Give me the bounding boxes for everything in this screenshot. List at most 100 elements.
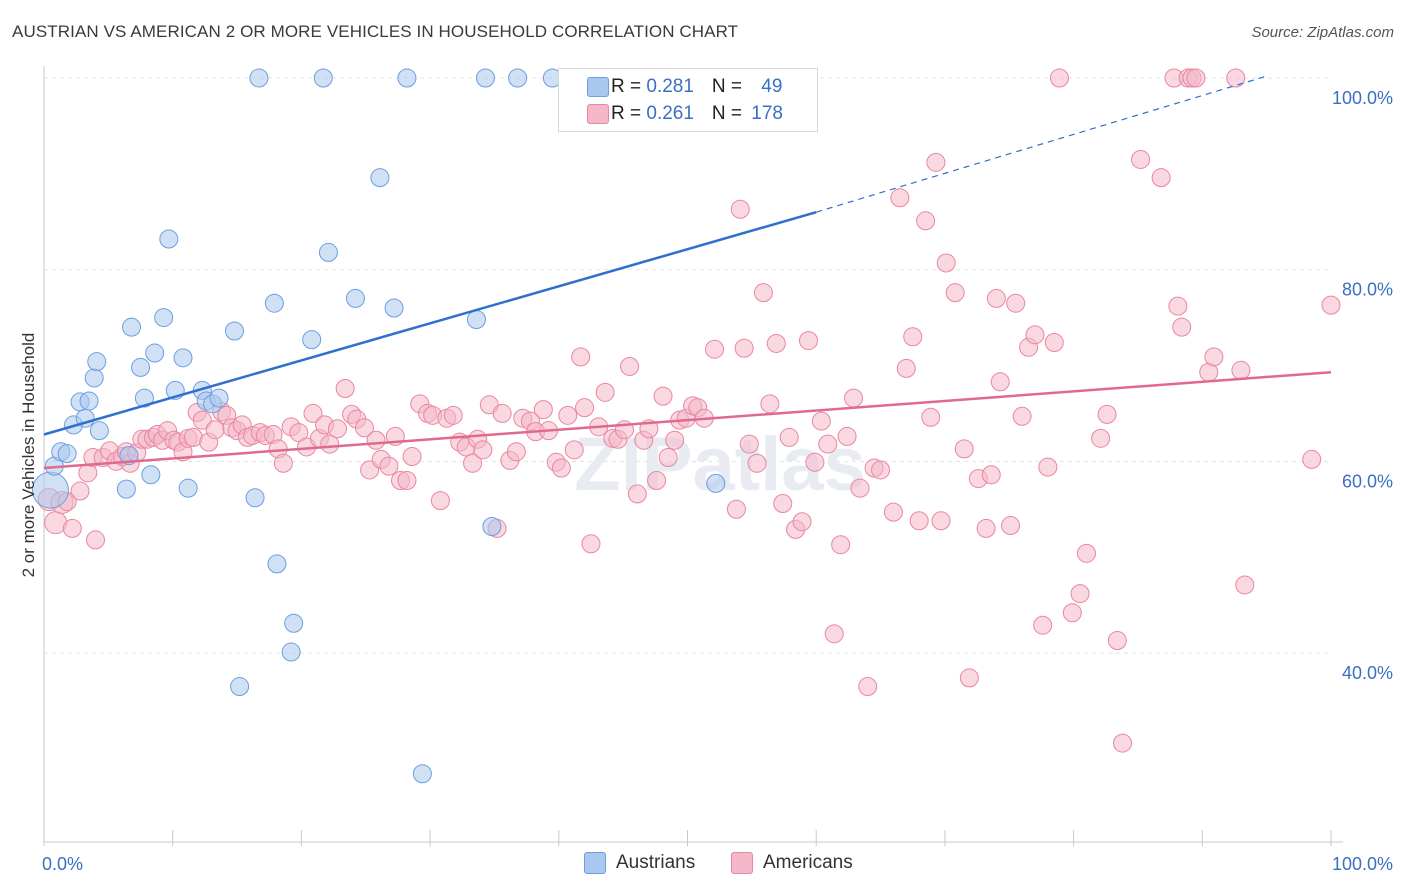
americans-point xyxy=(850,478,870,498)
americans-point xyxy=(192,410,212,430)
y-tick-label: 40.0% xyxy=(1342,663,1393,683)
austrians-points xyxy=(31,68,726,784)
americans-point xyxy=(366,430,386,450)
austrians-point xyxy=(345,288,365,308)
legend-n-label: N = xyxy=(711,103,748,124)
americans-point xyxy=(871,460,891,480)
americans-point xyxy=(760,394,780,414)
americans-point xyxy=(805,452,825,472)
legend-swatch-austrians xyxy=(587,77,609,97)
austrians-point xyxy=(141,465,161,485)
austrians-point xyxy=(313,68,333,88)
austrians-point xyxy=(209,388,229,408)
americans-trend-line xyxy=(43,370,1332,470)
americans-point xyxy=(844,388,864,408)
americans-point xyxy=(1186,68,1206,88)
americans-point xyxy=(945,283,965,303)
americans-point xyxy=(986,288,1006,308)
americans-point xyxy=(1091,428,1111,448)
austrians-point xyxy=(281,642,301,662)
x-tick-label: 0.0% xyxy=(42,854,83,874)
americans-point xyxy=(954,439,974,459)
americans-point xyxy=(1049,68,1069,88)
legend-swatch-americans xyxy=(731,852,753,874)
y-tick-label: 80.0% xyxy=(1342,280,1393,300)
legend-row-americans: R = 0.261 N = 178 xyxy=(587,102,783,126)
americans-point xyxy=(320,434,340,454)
legend-r-value: 0.261 xyxy=(646,103,694,124)
austrians-point xyxy=(116,479,136,499)
austrians-point xyxy=(154,308,174,328)
austrians-point xyxy=(466,310,486,329)
americans-point xyxy=(779,427,799,447)
austrians-point xyxy=(134,388,154,408)
americans-point xyxy=(595,382,615,402)
americans-point xyxy=(70,481,90,501)
americans-point xyxy=(1070,584,1090,604)
americans-point xyxy=(303,403,323,423)
americans-point xyxy=(1302,449,1322,469)
source-label: Source: ZipAtlas.com xyxy=(1251,24,1394,41)
americans-point xyxy=(792,512,812,532)
austrians-point xyxy=(79,391,99,411)
y-tick-label: 60.0% xyxy=(1342,471,1393,491)
americans-point xyxy=(571,347,591,367)
americans-point xyxy=(916,211,936,231)
americans-point xyxy=(581,534,601,554)
trend-lines xyxy=(43,75,1332,470)
y-axis-label: 2 or more Vehicles in Household xyxy=(19,333,38,578)
legend-swatch-austrians xyxy=(584,852,606,874)
americans-point xyxy=(903,327,923,347)
austrians-point xyxy=(284,613,304,633)
chart-title: AUSTRIAN VS AMERICAN 2 OR MORE VEHICLES … xyxy=(12,22,739,41)
austrians-point xyxy=(318,242,338,262)
americans-point xyxy=(811,411,831,431)
americans-point xyxy=(959,668,979,688)
americans-point xyxy=(473,440,493,460)
americans-point xyxy=(620,356,640,376)
americans-point xyxy=(564,440,584,460)
americans-point xyxy=(1076,543,1096,563)
austrians-point xyxy=(145,343,165,363)
legend-item-austrians: Austrians xyxy=(584,852,695,874)
legend-r-label: R = xyxy=(611,76,647,97)
americans-point xyxy=(627,484,647,504)
x-tick-label: 100.0% xyxy=(1332,854,1393,874)
americans-point xyxy=(653,386,673,406)
austrians-point xyxy=(57,444,77,464)
americans-point xyxy=(798,331,818,351)
austrians-point xyxy=(482,517,502,536)
americans-point xyxy=(658,448,678,467)
americans-point xyxy=(575,398,595,418)
americans-point xyxy=(397,471,417,490)
correlation-legend: R = 0.281 N = 49 R = 0.261 N = 178 xyxy=(558,68,818,132)
americans-point xyxy=(705,339,725,359)
legend-label-americans: Americans xyxy=(763,852,853,873)
americans-point xyxy=(1321,295,1341,315)
americans-point xyxy=(1107,631,1127,651)
americans-point xyxy=(1235,575,1255,595)
austrians-point xyxy=(370,168,390,188)
americans-point xyxy=(831,535,851,555)
americans-point xyxy=(890,188,910,208)
legend-n-label: N = xyxy=(711,76,748,97)
americans-point xyxy=(558,405,578,425)
americans-point xyxy=(443,405,463,425)
americans-point xyxy=(734,338,754,358)
americans-point xyxy=(463,453,483,473)
americans-point xyxy=(976,518,996,538)
legend-label-austrians: Austrians xyxy=(616,852,696,873)
americans-point xyxy=(327,419,347,439)
americans-point xyxy=(726,499,746,519)
americans-point xyxy=(990,372,1010,392)
americans-point xyxy=(402,447,422,467)
austrians-point xyxy=(131,357,151,377)
austrians-point xyxy=(706,473,726,493)
americans-point xyxy=(354,418,374,438)
americans-point xyxy=(551,458,571,478)
legend-n-value: 178 xyxy=(751,103,783,124)
americans-point xyxy=(1012,406,1032,426)
americans-point xyxy=(926,152,946,172)
americans-point xyxy=(1001,516,1021,536)
series-legend: Austrians Americans xyxy=(0,852,1406,876)
